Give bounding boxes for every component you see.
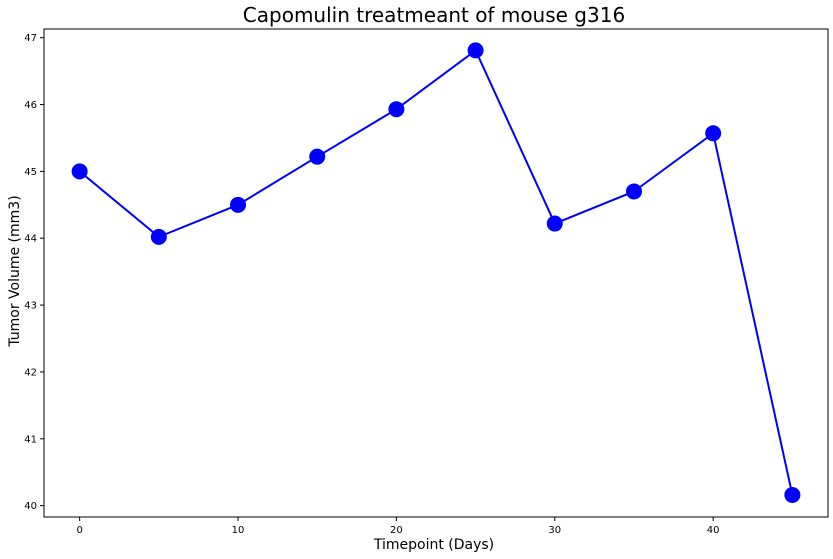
y-tick-label: 43 [24,301,37,312]
y-tick-label: 44 [24,234,37,245]
y-tick-label: 42 [24,367,37,378]
y-axis-ticks: 40 41 42 43 44 45 46 47 [24,33,44,512]
series-group [71,42,801,503]
x-tick-label: 30 [548,525,561,536]
plot-frame [43,28,829,518]
chart-title: Capomulin treatmeant of mouse g316 [243,3,625,27]
data-point [388,101,405,118]
y-tick-label: 45 [24,167,37,178]
y-tick-label: 47 [24,33,37,44]
x-tick-label: 0 [76,525,82,536]
x-tick-label: 10 [232,525,245,536]
data-point [546,215,563,232]
data-point [705,125,722,142]
y-axis-label: Tumor Volume (mm3) [7,195,23,347]
data-point [150,228,167,245]
data-point [784,486,801,503]
data-point [467,42,484,59]
data-point [230,196,247,213]
x-tick-label: 20 [390,525,403,536]
y-tick-label: 46 [24,100,37,111]
x-axis-ticks: 0 10 20 30 40 [76,517,720,536]
y-tick-label: 41 [24,434,37,445]
data-point [625,183,642,200]
x-tick-label: 40 [707,525,720,536]
data-point [309,148,326,165]
series-line [78,48,794,496]
plot-area [43,28,829,518]
x-axis-label: Timepoint (Days) [373,537,494,553]
y-tick-label: 40 [24,501,37,512]
data-point [71,163,88,180]
